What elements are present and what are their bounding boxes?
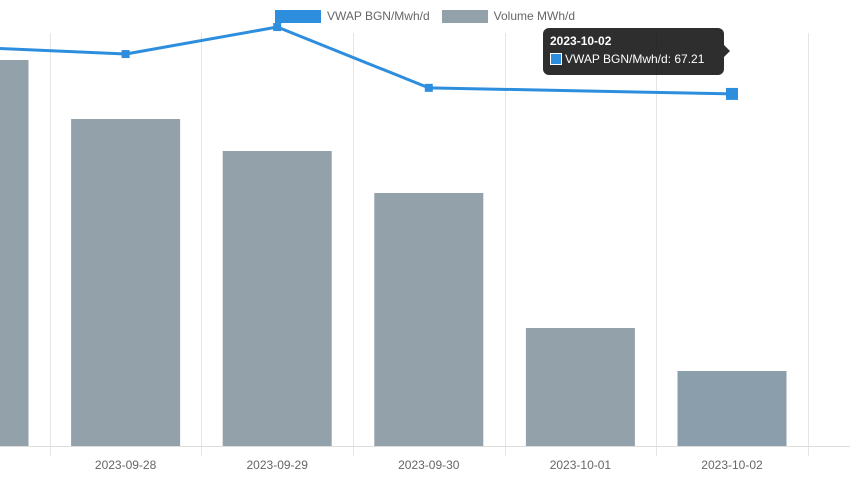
tooltip-color-swatch bbox=[550, 53, 562, 65]
tooltip-title: 2023-10-02 bbox=[550, 34, 612, 48]
tooltip: 2023-10-02 VWAP BGN/Mwh/d: 67.21 bbox=[543, 28, 730, 75]
legend-item-volume[interactable]: Volume MWh/d bbox=[441, 9, 576, 23]
volume-bar bbox=[525, 328, 635, 446]
tooltip-row: VWAP BGN/Mwh/d: 67.21 bbox=[550, 49, 717, 69]
tooltip-caret bbox=[724, 45, 730, 57]
x-tick-label: 2023-09-30 bbox=[398, 458, 460, 472]
volume-bar bbox=[0, 60, 29, 446]
x-tick-label: 2023-09-29 bbox=[247, 458, 309, 472]
x-tick-label: 2023-09-28 bbox=[95, 458, 157, 472]
tooltip-text: VWAP BGN/Mwh/d: 67.21 bbox=[565, 52, 705, 66]
legend-item-vwap[interactable]: VWAP BGN/Mwh/d bbox=[274, 9, 430, 23]
x-tick-label: 2023-10-01 bbox=[550, 458, 612, 472]
vwap-point bbox=[273, 23, 282, 32]
volume-bar bbox=[677, 371, 787, 446]
vwap-point bbox=[424, 83, 433, 92]
legend-swatch-volume bbox=[441, 9, 488, 23]
legend-swatch-vwap bbox=[274, 9, 321, 23]
volume-bar bbox=[374, 193, 484, 446]
vwap-line bbox=[0, 25, 733, 96]
legend-label-volume: Volume MWh/d bbox=[493, 9, 576, 23]
vwap-point bbox=[726, 87, 738, 100]
volume-bar bbox=[71, 119, 181, 446]
x-tick-label: 2023-10-02 bbox=[701, 458, 763, 472]
vwap-point bbox=[121, 50, 130, 59]
legend: VWAP BGN/Mwh/d Volume MWh/d bbox=[0, 9, 850, 23]
volume-bar bbox=[222, 151, 332, 446]
legend-label-vwap: VWAP BGN/Mwh/d bbox=[326, 9, 430, 23]
